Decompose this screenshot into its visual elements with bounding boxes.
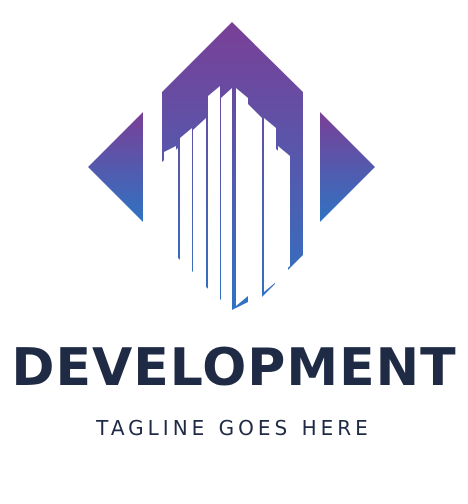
left-triangle-shape xyxy=(88,112,143,222)
tagline: TAGLINE GOES HERE xyxy=(96,416,372,440)
building-diamond-icon xyxy=(88,22,375,310)
right-triangle-shape xyxy=(320,112,375,222)
brand-name: DEVELOPMENT xyxy=(11,338,457,398)
building-stripes xyxy=(164,86,290,306)
